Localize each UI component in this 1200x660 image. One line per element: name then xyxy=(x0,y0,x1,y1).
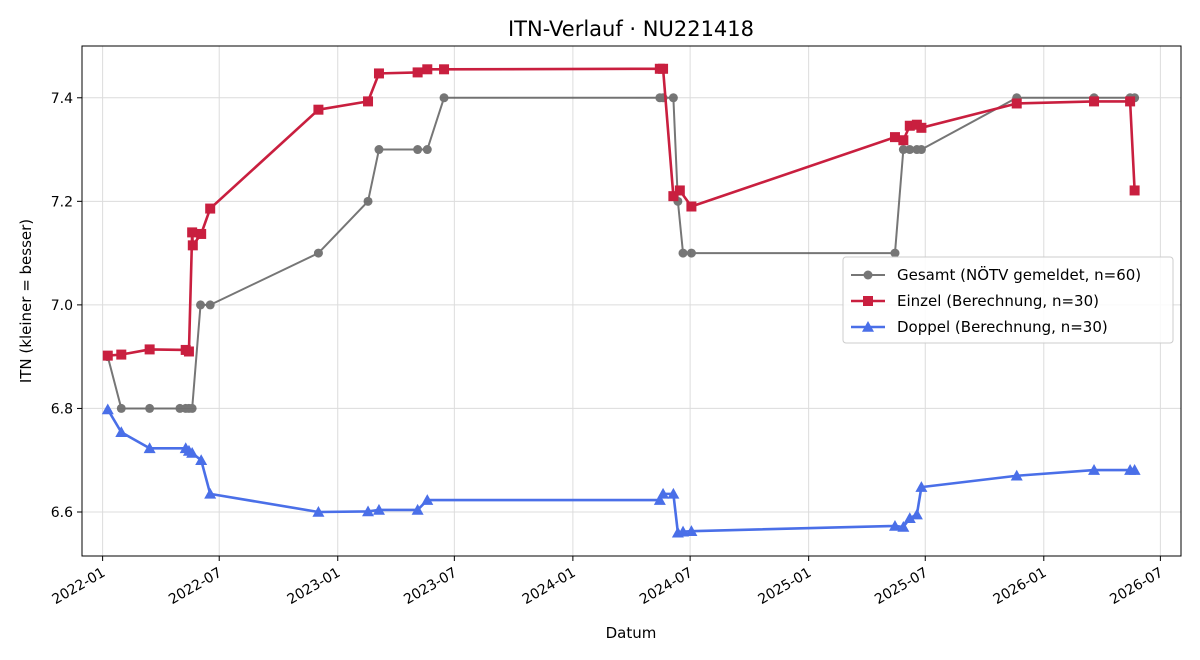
data-point-doppel xyxy=(186,446,199,458)
data-point-gesamt xyxy=(116,403,126,413)
data-point-doppel xyxy=(685,525,698,536)
data-point-doppel xyxy=(195,454,208,466)
data-point-doppel xyxy=(653,494,666,505)
data-point-einzel xyxy=(674,185,685,196)
data-point-doppel xyxy=(1128,464,1141,475)
data-point-gesamt xyxy=(678,248,688,258)
data-point-doppel xyxy=(101,403,114,415)
data-point-einzel xyxy=(422,64,433,75)
data-point-gesamt xyxy=(374,145,384,155)
data-point-einzel xyxy=(116,349,127,360)
series-einzel xyxy=(102,63,1140,361)
data-point-gesamt xyxy=(668,93,678,103)
data-point-einzel xyxy=(1011,98,1022,109)
data-point-doppel xyxy=(888,519,901,531)
y-axis: 6.6 6.8 7.0 7.2 7.4 xyxy=(51,91,82,521)
data-point-einzel xyxy=(363,96,374,107)
data-point-doppel xyxy=(312,505,325,517)
data-point-gesamt xyxy=(898,145,908,155)
data-point-doppel xyxy=(915,481,928,492)
data-point-gesamt xyxy=(916,145,926,155)
data-point-doppel xyxy=(897,521,910,532)
legend-box xyxy=(842,256,1174,344)
legend-item-doppel xyxy=(851,321,885,332)
data-point-einzel xyxy=(1129,185,1140,196)
chart-title: ITN-Verlauf · NU221418 xyxy=(508,17,754,41)
legend-item-einzel xyxy=(851,296,885,306)
data-point-gesamt xyxy=(686,248,696,258)
data-point-doppel xyxy=(1088,464,1101,475)
data-point-doppel xyxy=(362,505,375,517)
data-point-gesamt xyxy=(439,93,449,103)
data-point-doppel xyxy=(667,487,680,499)
y-tick-label: 7.4 xyxy=(51,91,73,107)
legend-item-gesamt xyxy=(851,270,885,280)
data-point-gesamt xyxy=(145,403,155,413)
legend: Gesamt (NÖTV gemeldet, n=60) Einzel (Bere… xyxy=(842,256,1174,344)
data-point-gesamt xyxy=(313,248,323,258)
y-tick-label: 6.8 xyxy=(51,401,73,417)
data-point-einzel xyxy=(668,191,679,202)
data-point-doppel xyxy=(204,487,217,499)
data-point-doppel xyxy=(143,442,156,454)
data-point-doppel xyxy=(421,494,434,505)
data-point-gesamt xyxy=(363,196,373,206)
legend-marker xyxy=(862,321,874,332)
data-point-einzel xyxy=(313,104,324,115)
data-point-einzel xyxy=(898,135,909,146)
data-point-einzel xyxy=(102,350,113,361)
data-point-einzel xyxy=(412,67,423,78)
y-tick-label: 6.6 xyxy=(51,505,73,521)
series-layer xyxy=(101,63,1141,538)
data-point-einzel xyxy=(196,228,207,239)
data-point-doppel xyxy=(115,426,128,438)
data-point-einzel xyxy=(183,346,194,357)
data-point-doppel xyxy=(411,503,424,515)
data-point-gesamt xyxy=(187,403,197,413)
data-point-einzel xyxy=(904,120,915,131)
data-point-gesamt xyxy=(890,248,900,258)
data-point-gesamt xyxy=(905,145,915,155)
y-tick-label: 7.0 xyxy=(51,298,73,314)
data-point-einzel xyxy=(1089,96,1100,107)
legend-marker xyxy=(863,296,873,306)
data-point-gesamt xyxy=(196,300,206,310)
data-point-einzel xyxy=(187,227,198,238)
data-point-einzel xyxy=(916,122,927,133)
data-point-einzel xyxy=(889,132,900,143)
data-point-einzel xyxy=(373,68,384,79)
x-axis-title: Datum xyxy=(606,624,657,642)
y-axis-title: ITN (kleiner = besser) xyxy=(17,219,35,383)
data-point-doppel xyxy=(657,487,670,499)
data-point-einzel xyxy=(187,240,198,251)
data-point-einzel xyxy=(1125,96,1136,107)
data-point-doppel xyxy=(372,503,385,515)
data-point-einzel xyxy=(144,344,155,355)
data-point-gesamt xyxy=(422,145,432,155)
legend-label: Doppel (Berechnung, n=30) xyxy=(897,318,1108,336)
data-point-einzel xyxy=(658,63,669,74)
series-doppel xyxy=(101,403,1141,538)
data-point-einzel xyxy=(205,203,216,214)
y-tick-label: 7.2 xyxy=(51,194,73,210)
legend-marker xyxy=(863,270,873,280)
plot-frame xyxy=(81,45,1182,557)
series-gesamt xyxy=(103,93,1140,413)
data-point-doppel xyxy=(903,512,916,524)
data-point-einzel xyxy=(439,64,450,75)
data-point-einzel xyxy=(686,201,697,212)
legend-label: Einzel (Berechnung, n=30) xyxy=(897,292,1099,310)
data-point-gesamt xyxy=(413,145,423,155)
data-point-gesamt xyxy=(205,300,215,310)
data-point-doppel xyxy=(677,525,690,537)
legend-label: Gesamt (NÖTV gemeldet, n=60) xyxy=(897,265,1141,284)
data-point-doppel xyxy=(910,508,923,520)
data-point-doppel xyxy=(1010,469,1023,481)
